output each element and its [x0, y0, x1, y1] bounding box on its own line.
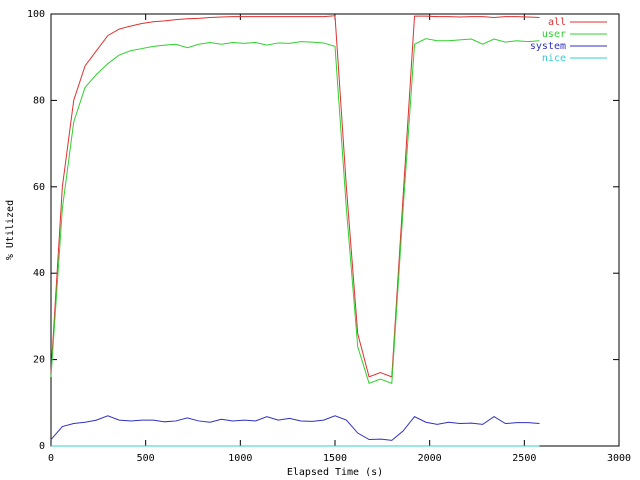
series-line — [50, 38, 540, 385]
y-axis-label: % Utilized — [5, 200, 16, 260]
y-tick-label: 100 — [27, 9, 45, 20]
y-tick-label: 40 — [33, 268, 45, 279]
x-tick-label: 2500 — [512, 453, 536, 464]
y-tick-label: 20 — [33, 355, 45, 366]
x-tick-label: 3000 — [607, 453, 631, 464]
y-tick-label: 0 — [39, 441, 45, 452]
legend-label: system — [530, 41, 566, 52]
series-line — [50, 15, 540, 378]
x-axis-label: Elapsed Time (s) — [287, 467, 383, 478]
x-tick-label: 1000 — [228, 453, 252, 464]
legend-label: all — [548, 17, 566, 28]
x-tick-label: 2000 — [418, 453, 442, 464]
x-tick-label: 500 — [137, 453, 155, 464]
series-line — [50, 415, 540, 441]
y-tick-label: 60 — [33, 182, 45, 193]
legend-label: user — [542, 29, 566, 40]
x-tick-label: 1500 — [323, 453, 347, 464]
y-tick-label: 80 — [33, 95, 45, 106]
legend-label: nice — [542, 53, 566, 64]
x-tick-label: 0 — [48, 453, 54, 464]
